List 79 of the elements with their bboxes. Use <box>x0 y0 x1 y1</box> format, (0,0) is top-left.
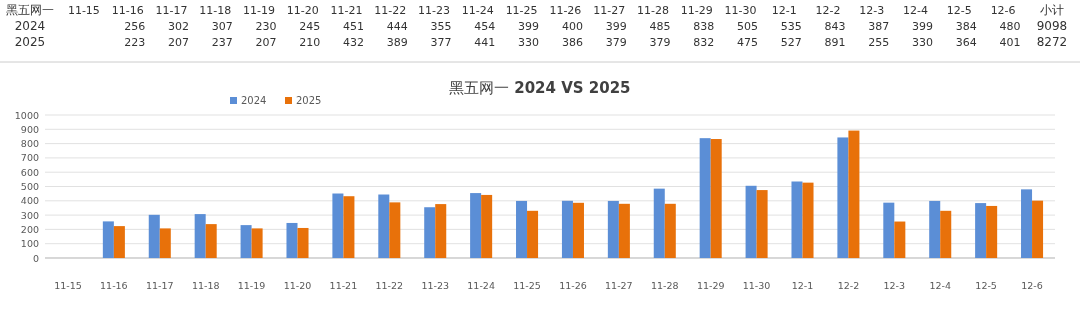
x-tick-label: 12-4 <box>929 280 952 291</box>
x-tick-label: 11-26 <box>559 280 587 291</box>
bar <box>516 200 528 258</box>
x-tick-label: 12-6 <box>1021 280 1043 291</box>
bar <box>1021 189 1033 258</box>
y-tick-label: 400 <box>20 195 39 207</box>
bar <box>848 130 860 258</box>
y-tick-label: 200 <box>20 223 39 235</box>
legend-label: 2024 <box>241 95 267 106</box>
x-tick-label: 11-22 <box>375 280 404 291</box>
x-tick-label: 11-21 <box>329 280 358 291</box>
y-tick-label: 100 <box>20 238 39 250</box>
bar <box>699 138 711 258</box>
bar <box>470 193 482 258</box>
bar <box>148 214 160 258</box>
y-tick-label: 0 <box>32 252 39 264</box>
x-tick-label: 12-5 <box>975 280 997 291</box>
bar <box>332 193 344 258</box>
x-tick-label: 11-25 <box>513 280 541 291</box>
x-tick-label: 11-20 <box>283 280 312 291</box>
bar <box>527 210 539 258</box>
bar <box>745 185 757 258</box>
bar <box>113 226 125 258</box>
bar <box>343 196 355 258</box>
bar <box>572 202 584 258</box>
y-tick-label: 300 <box>20 209 39 221</box>
bar <box>286 222 298 258</box>
bar <box>710 139 722 258</box>
table: 黑五网一 11-15 11-16 11-17 11-18 11-19 11-20 11-21 11-22 11-23 11-24 11-25 11-26 11-27 11-28 11-29 11-30 12-1 12-2 12-3 12-4 12-5 12-6 小计 2024 256 302 307 230 245 451 444 355 454 399 400 399 485 838 505 535 843 387 399 384 480 9098 2025 223 207 237 207 210 432 389 377 441 330 386 379 379 832 475 527 891 255 330 364 401 8272 <box>6 3 1068 49</box>
bar <box>159 228 171 258</box>
bar <box>802 182 814 258</box>
bar <box>883 202 895 258</box>
bar <box>756 190 768 258</box>
bar <box>607 200 619 258</box>
bar <box>791 181 803 258</box>
y-tick-label: 700 <box>20 152 39 164</box>
x-tick-label: 12-3 <box>883 280 906 291</box>
y-tick-label: 600 <box>20 166 39 178</box>
bar <box>378 194 390 258</box>
y-tick-label: 900 <box>20 123 39 135</box>
x-tick-label: 11-28 <box>650 280 679 291</box>
bar <box>389 202 401 258</box>
bar <box>986 205 998 258</box>
x-tick-label: 11-29 <box>696 280 725 291</box>
bar <box>240 225 252 258</box>
bar <box>1032 200 1044 258</box>
bar <box>205 224 217 258</box>
bar <box>653 188 665 258</box>
bar <box>481 194 493 258</box>
x-tick-label: 11-19 <box>237 280 266 291</box>
bar <box>940 210 952 258</box>
bar <box>297 227 309 258</box>
x-tick-label: 11-16 <box>100 280 128 291</box>
x-tick-label: 12-2 <box>837 280 860 291</box>
x-tick-label: 11-17 <box>145 280 174 291</box>
y-tick-label: 1000 <box>14 109 39 121</box>
x-tick-label: 11-24 <box>467 280 495 291</box>
bar <box>561 200 573 258</box>
bar <box>102 221 114 258</box>
bar <box>194 214 206 258</box>
y-tick-label: 500 <box>20 181 39 192</box>
bar <box>975 203 987 258</box>
bar <box>894 221 906 258</box>
x-tick-label: 11-30 <box>742 280 771 291</box>
bar <box>424 207 436 258</box>
bar <box>251 228 263 258</box>
bar <box>618 203 630 258</box>
x-tick-label: 11-27 <box>605 280 633 291</box>
y-tick-label: 800 <box>20 138 39 150</box>
bar <box>435 204 447 258</box>
chart-title: 黑五网一 2024 VS 2025 <box>449 79 631 97</box>
x-tick-label: 11-15 <box>54 280 82 291</box>
x-tick-label: 11-18 <box>191 280 220 291</box>
bar <box>837 137 849 258</box>
legend-label: 2025 <box>296 95 322 106</box>
x-tick-label: 12-1 <box>791 280 814 291</box>
x-tick-label: 11-23 <box>421 280 450 291</box>
bar <box>929 200 941 258</box>
bar <box>664 203 676 258</box>
